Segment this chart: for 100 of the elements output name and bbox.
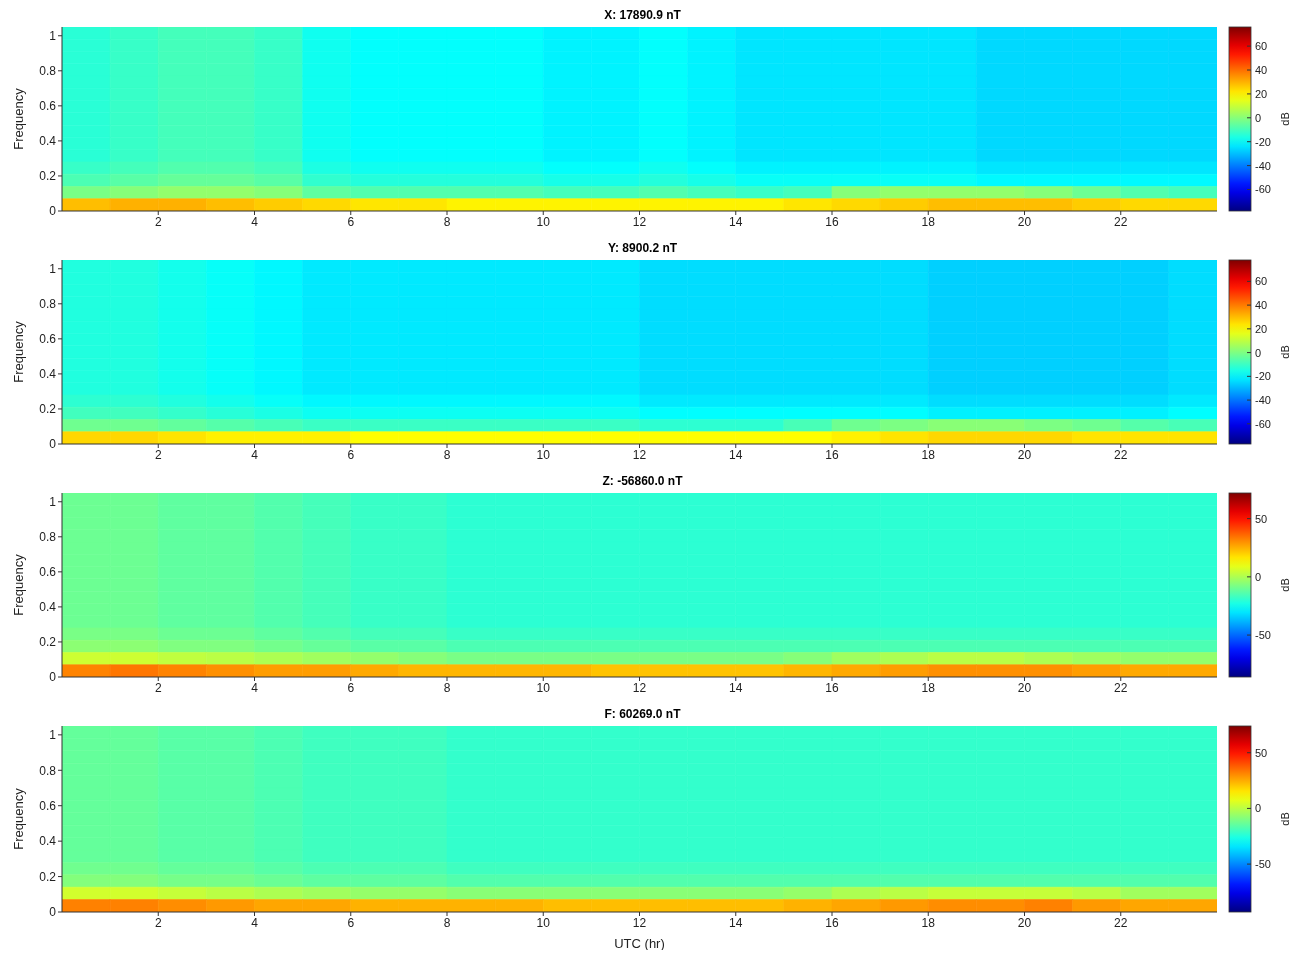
color-bar-label: 0 xyxy=(1255,802,1262,815)
y-tick-label: 0.6 xyxy=(39,332,57,347)
y-tick-label: 0.8 xyxy=(39,530,57,545)
x-tick-label: 16 xyxy=(825,915,839,930)
color-bar-label: 60 xyxy=(1255,40,1268,53)
color-bar-label: 20 xyxy=(1255,322,1268,335)
color-bar-title: dB xyxy=(1279,345,1291,359)
x-tick-label: 8 xyxy=(443,915,451,930)
x-tick-label: 22 xyxy=(1114,214,1128,229)
y-tick-label: 0.8 xyxy=(39,763,57,778)
x-tick-label: 12 xyxy=(632,447,647,462)
x-tick-label: 10 xyxy=(536,915,551,930)
y-tick-label: 0 xyxy=(49,437,57,452)
y-tick-label: 0.8 xyxy=(39,64,57,79)
x-tick-label: 12 xyxy=(632,214,647,229)
x-tick-label: 2 xyxy=(154,447,162,462)
y-tick-label: 0.2 xyxy=(39,635,57,650)
color-bar-label: -50 xyxy=(1255,858,1271,871)
x-tick-label: 2 xyxy=(154,214,162,229)
color-bar-label: -40 xyxy=(1255,159,1271,172)
x-tick-label: 22 xyxy=(1114,447,1128,462)
y-axis-title: Frequency xyxy=(10,553,26,616)
x-tick-label: 20 xyxy=(1017,214,1032,229)
y-tick-label: 0 xyxy=(49,670,57,685)
color-bar-label: 50 xyxy=(1255,512,1268,525)
y-tick-label: 0.6 xyxy=(39,565,57,580)
y-tick-label: 0.4 xyxy=(39,134,57,149)
x-tick-label: 8 xyxy=(443,680,451,695)
x-tick-label: 18 xyxy=(921,447,936,462)
x-tick-label: 6 xyxy=(347,680,355,695)
y-axis-title: Frequency xyxy=(10,87,26,150)
color-bar-title: dB xyxy=(1279,578,1291,592)
x-tick-label: 6 xyxy=(347,447,355,462)
x-tick-label: 14 xyxy=(729,214,743,229)
chart-title: F: 60269.0 nT xyxy=(603,707,682,722)
color-bar-label: 50 xyxy=(1255,746,1268,759)
x-tick-label: 16 xyxy=(825,680,839,695)
x-tick-label: 16 xyxy=(825,447,839,462)
color-bar-label: 20 xyxy=(1255,87,1268,100)
x-tick-label: 10 xyxy=(536,447,551,462)
y-tick-label: 0.6 xyxy=(39,99,57,114)
y-tick-label: 0.8 xyxy=(39,297,57,312)
x-tick-label: 14 xyxy=(729,447,743,462)
y-tick-label: 0.2 xyxy=(39,869,57,884)
y-tick-label: 1 xyxy=(49,728,57,743)
x-tick-label: 18 xyxy=(921,214,936,229)
color-bar-label: -20 xyxy=(1255,370,1271,383)
x-tick-label: 14 xyxy=(729,915,743,930)
x-tick-label: 4 xyxy=(251,680,259,695)
x-tick-label: 20 xyxy=(1017,447,1032,462)
y-tick-label: 0 xyxy=(49,905,57,920)
color-bar-label: 0 xyxy=(1255,570,1262,583)
y-axis-title: Frequency xyxy=(10,320,26,383)
chart-title: X: 17890.9 nT xyxy=(603,8,682,23)
chart-title: Z: -56860.0 nT xyxy=(601,474,684,489)
color-bar-title: dB xyxy=(1279,112,1291,126)
x-tick-label: 8 xyxy=(443,447,451,462)
x-tick-label: 10 xyxy=(536,680,551,695)
x-tick-label: 8 xyxy=(443,214,451,229)
color-bar-label: -20 xyxy=(1255,135,1271,148)
x-tick-label: 2 xyxy=(154,915,162,930)
x-tick-label: 4 xyxy=(251,447,259,462)
color-bar-label: 0 xyxy=(1255,111,1262,124)
color-bar-label: -60 xyxy=(1255,183,1271,196)
x-tick-label: 16 xyxy=(825,214,839,229)
x-tick-label: 20 xyxy=(1017,680,1032,695)
y-tick-label: 1 xyxy=(49,495,57,510)
x-tick-label: 12 xyxy=(632,680,647,695)
y-tick-label: 0 xyxy=(49,204,57,219)
color-bar-title: dB xyxy=(1279,812,1291,826)
y-tick-label: 0.2 xyxy=(39,169,57,184)
color-bar-label: -60 xyxy=(1255,417,1271,430)
y-tick-label: 1 xyxy=(49,29,57,44)
x-tick-label: 14 xyxy=(729,680,743,695)
x-tick-label: 20 xyxy=(1017,915,1032,930)
color-bar-label: 0 xyxy=(1255,346,1262,359)
color-bar-label: 60 xyxy=(1255,275,1268,288)
color-bar-label: 40 xyxy=(1255,64,1268,77)
color-bar-label: -50 xyxy=(1255,629,1271,642)
y-axis-title: Frequency xyxy=(10,787,26,850)
x-tick-label: 2 xyxy=(154,680,162,695)
x-tick-label: 22 xyxy=(1114,915,1128,930)
y-tick-label: 0.4 xyxy=(39,367,57,382)
x-tick-label: 10 xyxy=(536,214,551,229)
chart-title: Y: 8900.2 nT xyxy=(606,241,679,256)
x-tick-label: 18 xyxy=(921,680,936,695)
x-tick-label: 6 xyxy=(347,214,355,229)
x-axis-title: UTC (hr) xyxy=(614,936,665,951)
x-tick-label: 4 xyxy=(251,915,259,930)
y-tick-label: 0.6 xyxy=(39,798,57,813)
color-bar-label: -40 xyxy=(1255,394,1271,407)
x-tick-label: 22 xyxy=(1114,680,1128,695)
x-tick-label: 4 xyxy=(251,214,259,229)
x-tick-label: 12 xyxy=(632,915,647,930)
color-bar-label: 40 xyxy=(1255,299,1268,312)
y-tick-label: 0.4 xyxy=(39,834,57,849)
x-tick-label: 6 xyxy=(347,915,355,930)
x-tick-label: 18 xyxy=(921,915,936,930)
y-tick-label: 0.2 xyxy=(39,402,57,417)
y-tick-label: 1 xyxy=(49,262,57,277)
